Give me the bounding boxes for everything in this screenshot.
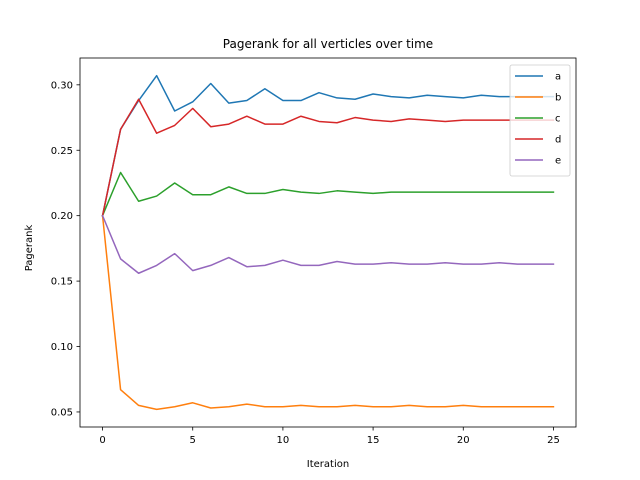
legend-label-e: e <box>555 156 561 167</box>
x-tick-label: 10 <box>277 435 290 446</box>
axes-frame <box>79 57 577 428</box>
x-axis-label: Iteration <box>307 459 349 470</box>
legend-label-c: c <box>555 114 561 125</box>
series-line-a <box>101 74 555 217</box>
series-line-d <box>101 98 555 217</box>
y-tick-label: 0.30 <box>51 80 73 91</box>
x-tick-label: 15 <box>367 435 380 446</box>
y-tick-label: 0.10 <box>51 342 73 353</box>
series-line-c <box>101 171 555 217</box>
legend-label-d: d <box>555 135 561 146</box>
series-line-e <box>101 214 555 274</box>
x-tick-label: 0 <box>99 435 105 446</box>
legend-label-a: a <box>555 72 561 83</box>
y-axis-label: Pagerank <box>24 225 35 272</box>
legend-label-b: b <box>555 93 561 104</box>
x-tick-label: 5 <box>190 435 196 446</box>
series-line-b <box>101 214 555 411</box>
chart-title: Pagerank for all verticles over time <box>223 37 433 51</box>
y-tick-label: 0.25 <box>51 146 73 157</box>
y-tick-label: 0.15 <box>51 277 73 288</box>
y-tick-label: 0.05 <box>51 407 73 418</box>
x-tick-label: 25 <box>547 435 560 446</box>
x-tick-label: 20 <box>457 435 470 446</box>
legend-box <box>509 64 571 177</box>
y-tick-label: 0.20 <box>51 211 73 222</box>
